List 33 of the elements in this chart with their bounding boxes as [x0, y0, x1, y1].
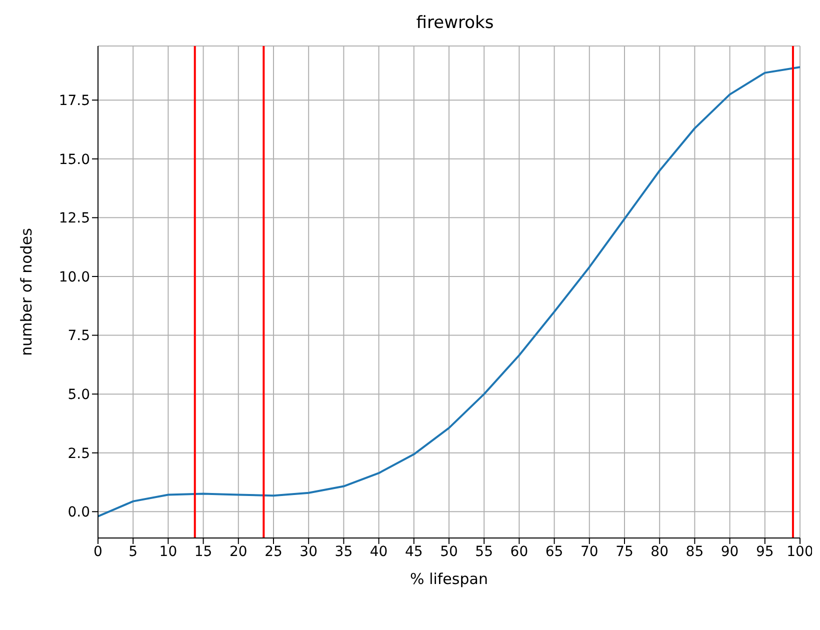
x-tick-label: 80 [650, 544, 669, 560]
x-tick-label: 50 [440, 544, 458, 560]
x-tick-label: 5 [128, 544, 138, 560]
x-tick-label: 10 [159, 544, 178, 560]
x-tick-label: 90 [720, 544, 739, 560]
x-tick-label: 100 [786, 544, 814, 560]
x-tick-label: 45 [404, 544, 423, 560]
y-tick-label: 2.5 [68, 446, 90, 462]
chart-title: firewroks [415, 12, 495, 35]
y-tick-label: 7.5 [68, 328, 90, 344]
y-tick-label: 5.0 [68, 387, 90, 404]
x-tick-label: 60 [510, 544, 528, 560]
x-tick-label: 20 [229, 544, 248, 560]
line-series [98, 66, 800, 518]
x-tick-label: 55 [475, 544, 494, 560]
y-tick-label: 10.0 [58, 269, 90, 286]
x-tick-label: 30 [300, 544, 318, 560]
x-tick-label: 75 [616, 544, 634, 560]
y-tick-label: 0.0 [68, 504, 90, 521]
x-tick-label: 25 [264, 544, 282, 560]
x-axis-title: % lifespan [410, 570, 488, 588]
x-tick-label: 0 [94, 544, 102, 560]
x-tick-label: 15 [194, 544, 212, 560]
x-tick-label: 85 [686, 544, 704, 560]
x-tick-label: 40 [370, 544, 388, 560]
y-tick-label: 12.5 [58, 210, 90, 227]
y-axis-title: number of nodes [17, 228, 36, 356]
x-tick-label: 95 [756, 544, 774, 560]
x-tick-label: 65 [545, 544, 564, 560]
y-tick-label: 15.0 [58, 152, 90, 168]
x-tick-label: 35 [334, 544, 353, 560]
x-tick-label: 70 [580, 544, 598, 560]
y-tick-label: 17.5 [58, 93, 90, 110]
